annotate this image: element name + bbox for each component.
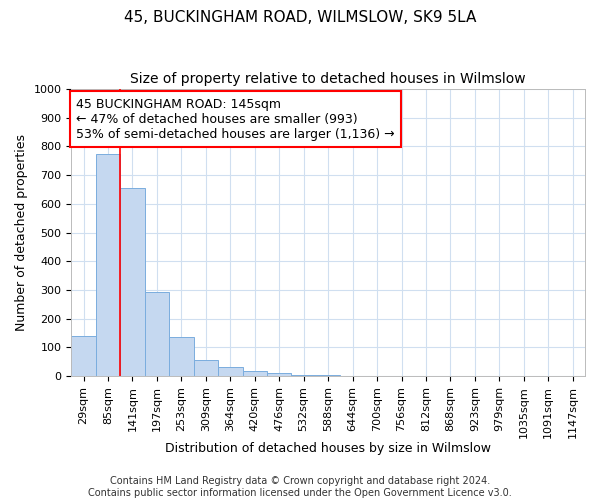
Bar <box>169 338 194 376</box>
Bar <box>71 336 96 376</box>
Bar <box>145 292 169 376</box>
Bar <box>218 367 242 376</box>
Bar <box>242 371 267 376</box>
Bar <box>316 375 340 376</box>
Text: Contains HM Land Registry data © Crown copyright and database right 2024.
Contai: Contains HM Land Registry data © Crown c… <box>88 476 512 498</box>
Text: 45 BUCKINGHAM ROAD: 145sqm
← 47% of detached houses are smaller (993)
53% of sem: 45 BUCKINGHAM ROAD: 145sqm ← 47% of deta… <box>76 98 395 140</box>
Y-axis label: Number of detached properties: Number of detached properties <box>15 134 28 331</box>
X-axis label: Distribution of detached houses by size in Wilmslow: Distribution of detached houses by size … <box>165 442 491 455</box>
Bar <box>96 154 120 376</box>
Text: 45, BUCKINGHAM ROAD, WILMSLOW, SK9 5LA: 45, BUCKINGHAM ROAD, WILMSLOW, SK9 5LA <box>124 10 476 25</box>
Bar <box>194 360 218 376</box>
Bar <box>267 373 292 376</box>
Bar <box>120 188 145 376</box>
Bar <box>292 374 316 376</box>
Title: Size of property relative to detached houses in Wilmslow: Size of property relative to detached ho… <box>130 72 526 86</box>
